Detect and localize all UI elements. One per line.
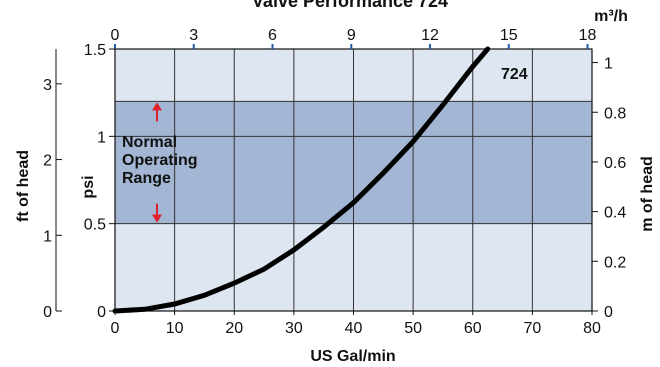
arrow-down-icon — [152, 214, 162, 223]
band-label-line: Operating — [122, 152, 198, 169]
m-tick-label: 1 — [604, 56, 613, 73]
x-tick-label: 10 — [166, 320, 184, 337]
band-label: Normal Operating Range — [122, 134, 202, 187]
psi-tick-label: 1 — [97, 129, 106, 146]
x-tick-label: 30 — [285, 320, 303, 337]
x-tick-label: 80 — [583, 320, 601, 337]
psi-tick-label: 1.5 — [84, 42, 106, 59]
range-arrows — [152, 102, 162, 223]
x-tick-label: 60 — [464, 320, 482, 337]
band-label-line: Normal — [122, 134, 177, 151]
x-tick-label: 20 — [225, 320, 243, 337]
series-line-724 — [112, 46, 491, 314]
x-top-tick-label: 9 — [347, 27, 356, 44]
psi-tick-label: 0.5 — [84, 217, 106, 234]
y-axis-label-m: m of head — [639, 156, 656, 232]
axis-ticks: 0 10 20 30 40 50 60 70 800 3 6 9 12 15 1800.511.501230… — [43, 27, 626, 337]
ft-tick-label: 0 — [43, 304, 52, 321]
x-top-tick-label: 0 — [111, 27, 120, 44]
m-tick-label: 0.2 — [604, 254, 626, 271]
x-tick-label: 0 — [111, 320, 120, 337]
y-axis-label-psi: psi — [80, 175, 97, 198]
psi-tick-label: 0 — [97, 304, 106, 321]
ft-tick-label: 3 — [43, 77, 52, 94]
arrow-up-icon — [152, 102, 162, 111]
x-tick-label: 70 — [523, 320, 541, 337]
chart-title: Valve Performance 724 — [252, 0, 448, 11]
m-tick-label: 0 — [604, 304, 613, 321]
ft-tick-label: 1 — [43, 228, 52, 245]
x-top-tick-label: 3 — [189, 27, 198, 44]
x-top-tick-label: 18 — [579, 27, 597, 44]
y-axis-label-ft: ft of head — [15, 150, 32, 222]
ft-tick-label: 2 — [43, 153, 52, 170]
m-tick-label: 0.8 — [604, 105, 626, 122]
x-top-tick-label: 12 — [421, 27, 439, 44]
band-label-line: Range — [122, 170, 171, 187]
m-tick-label: 0.6 — [604, 155, 626, 172]
x-top-tick-label: 6 — [268, 27, 277, 44]
x-top-axis-label: m³/h — [594, 8, 628, 25]
x-axis-label: US Gal/min — [310, 348, 395, 365]
m-tick-label: 0.4 — [604, 205, 626, 222]
x-top-tick-label: 15 — [500, 27, 518, 44]
x-tick-label: 50 — [404, 320, 422, 337]
series-label: 724 — [501, 66, 528, 83]
x-tick-label: 40 — [345, 320, 363, 337]
